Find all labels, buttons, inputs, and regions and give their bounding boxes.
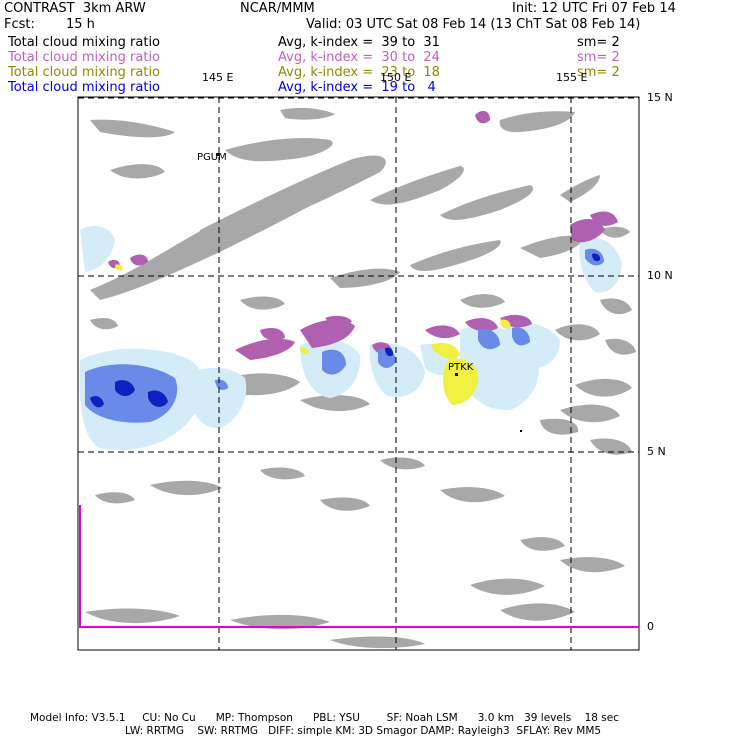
deep-blue-cloud-layer <box>90 253 601 408</box>
lat-label-equator: 0 <box>647 620 654 633</box>
legend-kindex-4: Avg, k-index = 19 to 4 <box>278 80 436 95</box>
forecast-hour: 15 h <box>66 17 95 32</box>
station-label-pgum: PGUM <box>197 152 227 163</box>
model-name: CONTRAST 3km ARW <box>4 1 146 16</box>
equator-line <box>79 505 639 628</box>
lat-lon-grid <box>78 97 639 650</box>
station-marker-pgum <box>216 153 219 156</box>
low-cloud-layer <box>85 107 636 649</box>
legend-kindex-3: Avg, k-index = 23 to 18 <box>278 65 440 80</box>
small-marker <box>520 430 522 432</box>
map-frame <box>77 96 640 651</box>
yellow-cloud-layer <box>115 264 511 405</box>
lon-label-150e: 150 E <box>380 71 412 84</box>
legend-smooth-2: sm= 2 <box>577 50 620 65</box>
valid-time: Valid: 03 UTC Sat 08 Feb 14 (13 ChT Sat … <box>306 17 641 32</box>
legend-smooth-3: sm= 2 <box>577 65 620 80</box>
lat-label-15n: 15 N <box>647 91 673 104</box>
legend-field-2: Total cloud mixing ratio <box>8 50 161 65</box>
station-marker-ptkk <box>455 373 458 376</box>
model-info-line-2: LW: RRTMG SW: RRTMG DIFF: simple KM: 3D … <box>125 725 602 737</box>
legend-kindex-1: Avg, k-index = 39 to 31 <box>278 35 440 50</box>
lat-label-5n: 5 N <box>647 445 666 458</box>
legend-field-1: Total cloud mixing ratio <box>8 35 161 50</box>
init-time: Init: 12 UTC Fri 07 Feb 14 <box>512 1 676 16</box>
station-markers <box>216 153 522 432</box>
legend-smooth-1: sm= 2 <box>577 35 620 50</box>
legend-field-4: Total cloud mixing ratio <box>8 80 161 95</box>
legend-kindex-2: Avg, k-index = 30 to 24 <box>278 50 440 65</box>
lat-label-10n: 10 N <box>647 269 673 282</box>
legend-field-3: Total cloud mixing ratio <box>8 65 161 80</box>
station-label-ptkk: PTKK <box>448 362 474 373</box>
lon-label-155e: 155 E <box>556 71 588 84</box>
cloud-field <box>79 107 636 649</box>
mid-cloud-layer <box>108 110 618 360</box>
blue-cloud-layer <box>85 248 604 423</box>
model-info-line-1: Model Info: V3.5.1 CU: No Cu MP: Thompso… <box>30 712 619 724</box>
forecast-label: Fcst: <box>4 17 35 32</box>
lon-label-145e: 145 E <box>202 71 234 84</box>
center-name: NCAR/MMM <box>240 1 315 16</box>
